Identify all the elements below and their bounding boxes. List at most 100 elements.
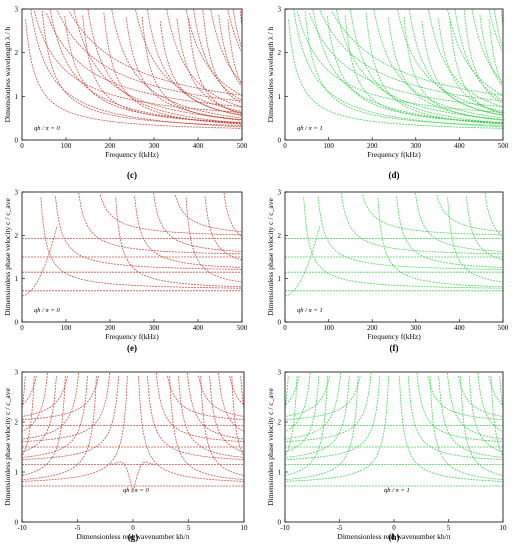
series-line bbox=[134, 196, 242, 268]
x-tick-label: 10 bbox=[500, 524, 508, 532]
series-line bbox=[185, 197, 242, 283]
series-line bbox=[460, 376, 503, 476]
panel-annotation: qh / π = 1 bbox=[297, 307, 323, 314]
series-line bbox=[22, 375, 68, 417]
x-tick-label: 200 bbox=[367, 324, 378, 332]
x-tick-label: 500 bbox=[498, 142, 509, 150]
series-line bbox=[365, 12, 503, 125]
y-tick-label: 1 bbox=[278, 469, 282, 477]
series-line bbox=[484, 193, 503, 237]
series-line bbox=[490, 376, 503, 457]
series-line bbox=[285, 376, 320, 453]
series-line bbox=[429, 376, 503, 480]
y-tick-label: 1 bbox=[15, 275, 19, 283]
panel-annotation: qh / π = 0 bbox=[34, 125, 60, 132]
x-tick-label: 300 bbox=[411, 324, 422, 332]
series-group bbox=[22, 193, 242, 297]
series-line bbox=[187, 372, 244, 440]
plot-frame bbox=[21, 191, 243, 323]
series-line bbox=[436, 194, 503, 232]
y-tick-label: 3 bbox=[278, 189, 282, 197]
x-axis-label: Dimensionless real wavenumber kh/π bbox=[76, 532, 189, 541]
series-line bbox=[285, 376, 389, 482]
series-line bbox=[240, 376, 244, 409]
series-line bbox=[218, 14, 242, 86]
series-line bbox=[141, 16, 242, 121]
series-line bbox=[468, 376, 503, 453]
y-axis-label: Dimensionless phase velocity c / c_ave bbox=[266, 197, 275, 315]
series-line bbox=[471, 9, 503, 82]
x-tick-label: -10 bbox=[17, 524, 27, 532]
series-line bbox=[22, 376, 26, 409]
chart-panel: 0 100 200 300 400 500 0 1 2 3 Frequency f(kHz) Dime… bbox=[266, 189, 509, 354]
y-tick-label: 2 bbox=[15, 232, 19, 240]
x-tick-label: 300 bbox=[149, 324, 160, 332]
series-line bbox=[115, 197, 242, 288]
x-tick-label: 100 bbox=[61, 142, 72, 150]
series-line bbox=[227, 9, 242, 52]
series-group bbox=[288, 9, 503, 129]
series-line bbox=[454, 9, 503, 101]
series-group bbox=[22, 372, 244, 494]
y-tick-label: 3 bbox=[278, 369, 282, 377]
series-line bbox=[103, 12, 242, 125]
series-line bbox=[457, 375, 503, 417]
series-line bbox=[285, 376, 298, 457]
y-tick-label: 0 bbox=[15, 137, 19, 145]
x-tick-label: 0 bbox=[283, 142, 287, 150]
series-line bbox=[22, 372, 48, 432]
series-line bbox=[500, 11, 503, 24]
series-line bbox=[239, 11, 242, 24]
x-tick-label: 400 bbox=[193, 324, 204, 332]
x-tick-label: 10 bbox=[241, 524, 249, 532]
series-line bbox=[350, 9, 503, 124]
x-tick-label: 0 bbox=[392, 524, 396, 532]
series-line bbox=[22, 376, 128, 482]
series-line bbox=[200, 376, 244, 476]
series-group bbox=[285, 372, 503, 487]
x-tick-label: 200 bbox=[367, 142, 378, 150]
x-tick-label: 300 bbox=[411, 142, 422, 150]
series-line bbox=[344, 15, 503, 124]
series-line bbox=[285, 372, 341, 440]
x-tick-label: 400 bbox=[454, 142, 465, 150]
series-line bbox=[22, 376, 119, 460]
x-tick-label: 0 bbox=[20, 324, 24, 332]
series-line bbox=[285, 375, 331, 417]
series-line bbox=[147, 376, 244, 460]
x-axis-label: Frequency f(kHz) bbox=[367, 332, 421, 341]
series-line bbox=[155, 372, 244, 443]
series-line bbox=[22, 376, 97, 480]
series-line bbox=[87, 9, 242, 124]
series-line bbox=[428, 9, 503, 108]
series-line bbox=[227, 19, 242, 85]
panel-label: (g) bbox=[128, 532, 139, 542]
series-line bbox=[231, 376, 244, 457]
series-line bbox=[232, 9, 242, 47]
y-axis-label: Dimensionless phase velocity c / c_ave bbox=[3, 387, 12, 505]
series-line bbox=[285, 376, 350, 458]
y-tick-label: 1 bbox=[278, 275, 282, 283]
panel-label: (h) bbox=[389, 532, 400, 542]
y-tick-label: 2 bbox=[15, 49, 19, 57]
x-axis-label: Frequency f(kHz) bbox=[105, 150, 159, 159]
series-line bbox=[285, 225, 321, 297]
series-line bbox=[488, 9, 503, 52]
x-tick-label: -5 bbox=[75, 524, 81, 532]
series-line bbox=[340, 193, 503, 255]
series-line bbox=[293, 9, 503, 128]
series-line bbox=[466, 196, 503, 261]
x-axis-label: Frequency f(kHz) bbox=[105, 332, 159, 341]
series-line bbox=[33, 11, 242, 113]
series-line bbox=[427, 375, 503, 421]
x-tick-label: -10 bbox=[280, 524, 290, 532]
y-axis-label: Dimensionless phase velocity c / c_ave bbox=[3, 197, 12, 315]
panel-annotation: qh / π = 1 bbox=[384, 487, 410, 494]
series-line bbox=[285, 376, 289, 409]
series-line bbox=[22, 372, 111, 443]
y-tick-label: 3 bbox=[15, 369, 19, 377]
series-line bbox=[438, 376, 503, 458]
series-line bbox=[22, 225, 58, 297]
series-line bbox=[362, 194, 503, 236]
panel-label: (f) bbox=[390, 343, 399, 353]
